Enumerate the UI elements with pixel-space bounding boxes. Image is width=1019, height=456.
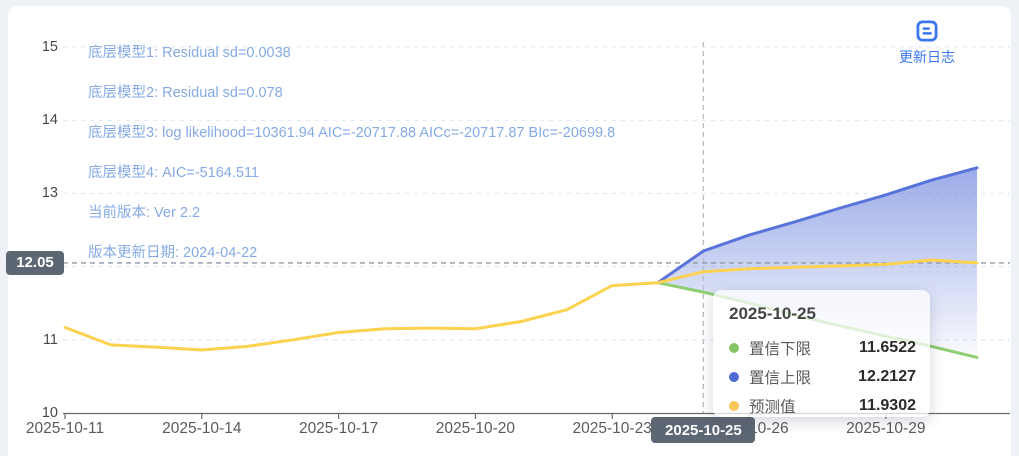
- lower-bound-label: 置信下限: [749, 341, 812, 358]
- x-axis-label-4: 2025-10-20: [435, 420, 516, 437]
- x-axispointer-badge: 2025-10-25: [651, 417, 756, 443]
- annotation-model1: 底层模型1: Residual sd=0.0038: [88, 45, 291, 61]
- y-axis-label-11: 11: [42, 331, 58, 348]
- y-axispointer-badge: 12.05: [6, 250, 64, 275]
- x-axis-label-5: 2025-10-23: [572, 420, 652, 437]
- forecast-value: 11.9302: [859, 397, 916, 414]
- forecast-label: 预测值: [749, 399, 796, 416]
- update-log-button[interactable]: 更新日志: [895, 18, 959, 67]
- y-axis-label-14: 14: [41, 112, 58, 129]
- annotation-model3: 底层模型3: log likelihood=10361.94 AIC=-2071…: [88, 125, 616, 141]
- y-axis-label-10: 10: [41, 405, 58, 421]
- x-axis-label-3: 2025-10-17: [298, 420, 379, 437]
- lower-bound-value: 11.6522: [859, 339, 916, 356]
- x-axis-label-7: 2025-10-29: [846, 420, 926, 437]
- update-log-label: 更新日志: [899, 49, 955, 65]
- annotation-model4: 底层模型4: AIC=-5164.511: [88, 165, 259, 181]
- y-axis-label-15: 15: [41, 39, 58, 55]
- forecast-series-dot: [729, 401, 739, 411]
- tooltip-row-forecast: 预测值 11.9302: [727, 395, 916, 417]
- annotation-version: 当前版本: Ver 2.2: [88, 205, 201, 221]
- lower-bound-series-dot: [729, 343, 739, 353]
- changelog-icon: [916, 20, 938, 42]
- annotation-version-date: 版本更新日期: 2024-04-22: [88, 245, 258, 261]
- x-axis-label-1: 2025-10-11: [25, 420, 105, 437]
- y-axis-label-13: 13: [41, 185, 58, 202]
- upper-bound-value: 12.2127: [858, 368, 916, 385]
- annotation-model2: 底层模型2: Residual sd=0.078: [88, 85, 283, 101]
- tooltip-row-lower: 置信下限 11.6522: [727, 337, 916, 359]
- upper-bound-label: 置信上限: [749, 370, 812, 387]
- x-axis-label-2: 2025-10-14: [162, 420, 242, 437]
- chart-tooltip: 2025-10-25 置信下限 11.6522 置信上限 12.2127 预测值…: [713, 290, 930, 417]
- upper-bound-series-dot: [729, 372, 739, 382]
- tooltip-row-upper: 置信上限 12.2127: [727, 366, 916, 388]
- tooltip-date: 2025-10-25: [729, 304, 816, 323]
